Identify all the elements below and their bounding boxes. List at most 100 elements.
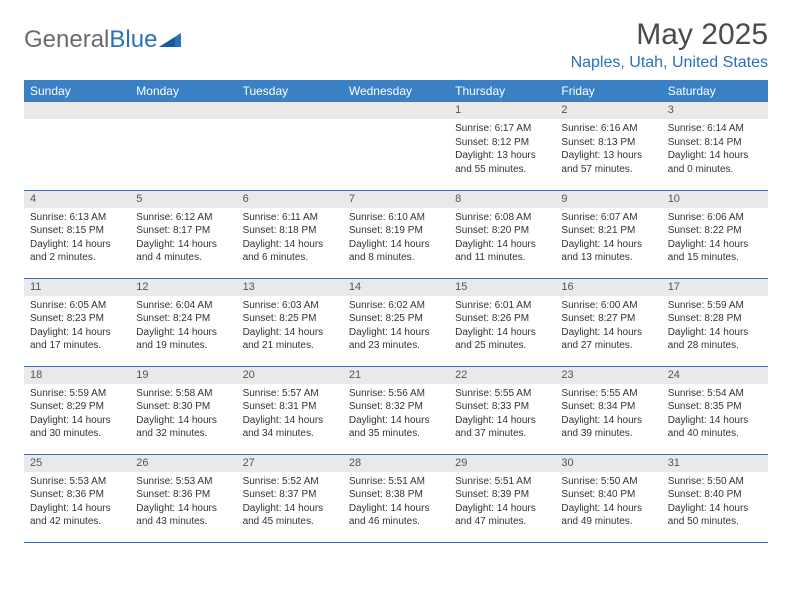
sunset-line: Sunset: 8:32 PM (349, 400, 443, 414)
sunset-line: Sunset: 8:23 PM (30, 312, 124, 326)
sunrise-line: Sunrise: 5:50 AM (668, 475, 762, 489)
sunset-line: Sunset: 8:20 PM (455, 224, 549, 238)
calendar-cell: 23Sunrise: 5:55 AMSunset: 8:34 PMDayligh… (555, 366, 661, 454)
sunrise-line: Sunrise: 5:59 AM (30, 387, 124, 401)
day-detail: Sunrise: 6:08 AMSunset: 8:20 PMDaylight:… (449, 208, 555, 269)
sunrise-line: Sunrise: 6:05 AM (30, 299, 124, 313)
day-detail: Sunrise: 6:01 AMSunset: 8:26 PMDaylight:… (449, 296, 555, 357)
day-number: 2 (555, 102, 661, 119)
sunrise-line: Sunrise: 6:01 AM (455, 299, 549, 313)
day-number: 23 (555, 367, 661, 384)
calendar-cell: 29Sunrise: 5:51 AMSunset: 8:39 PMDayligh… (449, 454, 555, 542)
calendar-cell: 11Sunrise: 6:05 AMSunset: 8:23 PMDayligh… (24, 278, 130, 366)
day-detail: Sunrise: 6:11 AMSunset: 8:18 PMDaylight:… (237, 208, 343, 269)
sunset-line: Sunset: 8:14 PM (668, 136, 762, 150)
sunset-line: Sunset: 8:21 PM (561, 224, 655, 238)
calendar-cell: 2Sunrise: 6:16 AMSunset: 8:13 PMDaylight… (555, 102, 661, 190)
month-title: May 2025 (571, 18, 768, 52)
sunset-line: Sunset: 8:22 PM (668, 224, 762, 238)
calendar-cell: 24Sunrise: 5:54 AMSunset: 8:35 PMDayligh… (662, 366, 768, 454)
sunset-line: Sunset: 8:17 PM (136, 224, 230, 238)
day-detail: Sunrise: 5:59 AMSunset: 8:28 PMDaylight:… (662, 296, 768, 357)
sunrise-line: Sunrise: 6:03 AM (243, 299, 337, 313)
calendar-cell: 22Sunrise: 5:55 AMSunset: 8:33 PMDayligh… (449, 366, 555, 454)
daylight-line: Daylight: 14 hours and 30 minutes. (30, 414, 124, 441)
day-number: 29 (449, 455, 555, 472)
sunset-line: Sunset: 8:31 PM (243, 400, 337, 414)
daylight-line: Daylight: 14 hours and 21 minutes. (243, 326, 337, 353)
sunset-line: Sunset: 8:12 PM (455, 136, 549, 150)
calendar-cell: 26Sunrise: 5:53 AMSunset: 8:36 PMDayligh… (130, 454, 236, 542)
day-detail: Sunrise: 6:02 AMSunset: 8:25 PMDaylight:… (343, 296, 449, 357)
sunset-line: Sunset: 8:38 PM (349, 488, 443, 502)
daylight-line: Daylight: 14 hours and 0 minutes. (668, 149, 762, 176)
calendar-cell: 13Sunrise: 6:03 AMSunset: 8:25 PMDayligh… (237, 278, 343, 366)
day-number: 4 (24, 191, 130, 208)
day-detail: Sunrise: 6:04 AMSunset: 8:24 PMDaylight:… (130, 296, 236, 357)
day-detail: Sunrise: 6:00 AMSunset: 8:27 PMDaylight:… (555, 296, 661, 357)
sunrise-line: Sunrise: 6:02 AM (349, 299, 443, 313)
calendar-row: 4Sunrise: 6:13 AMSunset: 8:15 PMDaylight… (24, 190, 768, 278)
sunset-line: Sunset: 8:19 PM (349, 224, 443, 238)
day-number: 15 (449, 279, 555, 296)
calendar-cell: 30Sunrise: 5:50 AMSunset: 8:40 PMDayligh… (555, 454, 661, 542)
sunset-line: Sunset: 8:29 PM (30, 400, 124, 414)
day-number: 25 (24, 455, 130, 472)
day-number: 11 (24, 279, 130, 296)
day-number: 12 (130, 279, 236, 296)
day-header: Thursday (449, 80, 555, 102)
sunrise-line: Sunrise: 6:13 AM (30, 211, 124, 225)
calendar-cell: 7Sunrise: 6:10 AMSunset: 8:19 PMDaylight… (343, 190, 449, 278)
sunrise-line: Sunrise: 6:10 AM (349, 211, 443, 225)
day-detail: Sunrise: 5:52 AMSunset: 8:37 PMDaylight:… (237, 472, 343, 533)
calendar-table: Sunday Monday Tuesday Wednesday Thursday… (24, 80, 768, 542)
day-number: 28 (343, 455, 449, 472)
day-number: 26 (130, 455, 236, 472)
daylight-line: Daylight: 14 hours and 50 minutes. (668, 502, 762, 529)
sunset-line: Sunset: 8:26 PM (455, 312, 549, 326)
sunrise-line: Sunrise: 6:12 AM (136, 211, 230, 225)
daylight-line: Daylight: 14 hours and 4 minutes. (136, 238, 230, 265)
sunset-line: Sunset: 8:15 PM (30, 224, 124, 238)
sunset-line: Sunset: 8:28 PM (668, 312, 762, 326)
calendar-cell: 25Sunrise: 5:53 AMSunset: 8:36 PMDayligh… (24, 454, 130, 542)
sunset-line: Sunset: 8:36 PM (30, 488, 124, 502)
sunrise-line: Sunrise: 5:57 AM (243, 387, 337, 401)
day-header: Saturday (662, 80, 768, 102)
day-detail: Sunrise: 6:17 AMSunset: 8:12 PMDaylight:… (449, 119, 555, 180)
sunrise-line: Sunrise: 6:11 AM (243, 211, 337, 225)
sunset-line: Sunset: 8:37 PM (243, 488, 337, 502)
day-detail: Sunrise: 5:57 AMSunset: 8:31 PMDaylight:… (237, 384, 343, 445)
day-detail: Sunrise: 6:13 AMSunset: 8:15 PMDaylight:… (24, 208, 130, 269)
day-detail: Sunrise: 5:54 AMSunset: 8:35 PMDaylight:… (662, 384, 768, 445)
daylight-line: Daylight: 14 hours and 13 minutes. (561, 238, 655, 265)
day-detail: Sunrise: 5:55 AMSunset: 8:33 PMDaylight:… (449, 384, 555, 445)
daylight-line: Daylight: 14 hours and 40 minutes. (668, 414, 762, 441)
calendar-cell (130, 102, 236, 190)
day-detail: Sunrise: 6:14 AMSunset: 8:14 PMDaylight:… (662, 119, 768, 180)
daylight-line: Daylight: 14 hours and 23 minutes. (349, 326, 443, 353)
calendar-cell: 10Sunrise: 6:06 AMSunset: 8:22 PMDayligh… (662, 190, 768, 278)
calendar-cell: 3Sunrise: 6:14 AMSunset: 8:14 PMDaylight… (662, 102, 768, 190)
daylight-line: Daylight: 14 hours and 42 minutes. (30, 502, 124, 529)
calendar-cell: 19Sunrise: 5:58 AMSunset: 8:30 PMDayligh… (130, 366, 236, 454)
day-number: 10 (662, 191, 768, 208)
calendar-cell (24, 102, 130, 190)
daylight-line: Daylight: 14 hours and 49 minutes. (561, 502, 655, 529)
day-detail: Sunrise: 6:03 AMSunset: 8:25 PMDaylight:… (237, 296, 343, 357)
day-number: 6 (237, 191, 343, 208)
sunrise-line: Sunrise: 6:07 AM (561, 211, 655, 225)
title-block: May 2025 Naples, Utah, United States (571, 18, 768, 72)
calendar-row: 1Sunrise: 6:17 AMSunset: 8:12 PMDaylight… (24, 102, 768, 190)
sunset-line: Sunset: 8:24 PM (136, 312, 230, 326)
sunset-line: Sunset: 8:33 PM (455, 400, 549, 414)
daylight-line: Daylight: 14 hours and 45 minutes. (243, 502, 337, 529)
sunset-line: Sunset: 8:34 PM (561, 400, 655, 414)
day-detail: Sunrise: 5:50 AMSunset: 8:40 PMDaylight:… (662, 472, 768, 533)
day-detail: Sunrise: 6:05 AMSunset: 8:23 PMDaylight:… (24, 296, 130, 357)
header: GeneralBlue May 2025 Naples, Utah, Unite… (24, 18, 768, 72)
day-header: Wednesday (343, 80, 449, 102)
sunset-line: Sunset: 8:40 PM (668, 488, 762, 502)
calendar-row: 25Sunrise: 5:53 AMSunset: 8:36 PMDayligh… (24, 454, 768, 542)
daylight-line: Daylight: 14 hours and 17 minutes. (30, 326, 124, 353)
